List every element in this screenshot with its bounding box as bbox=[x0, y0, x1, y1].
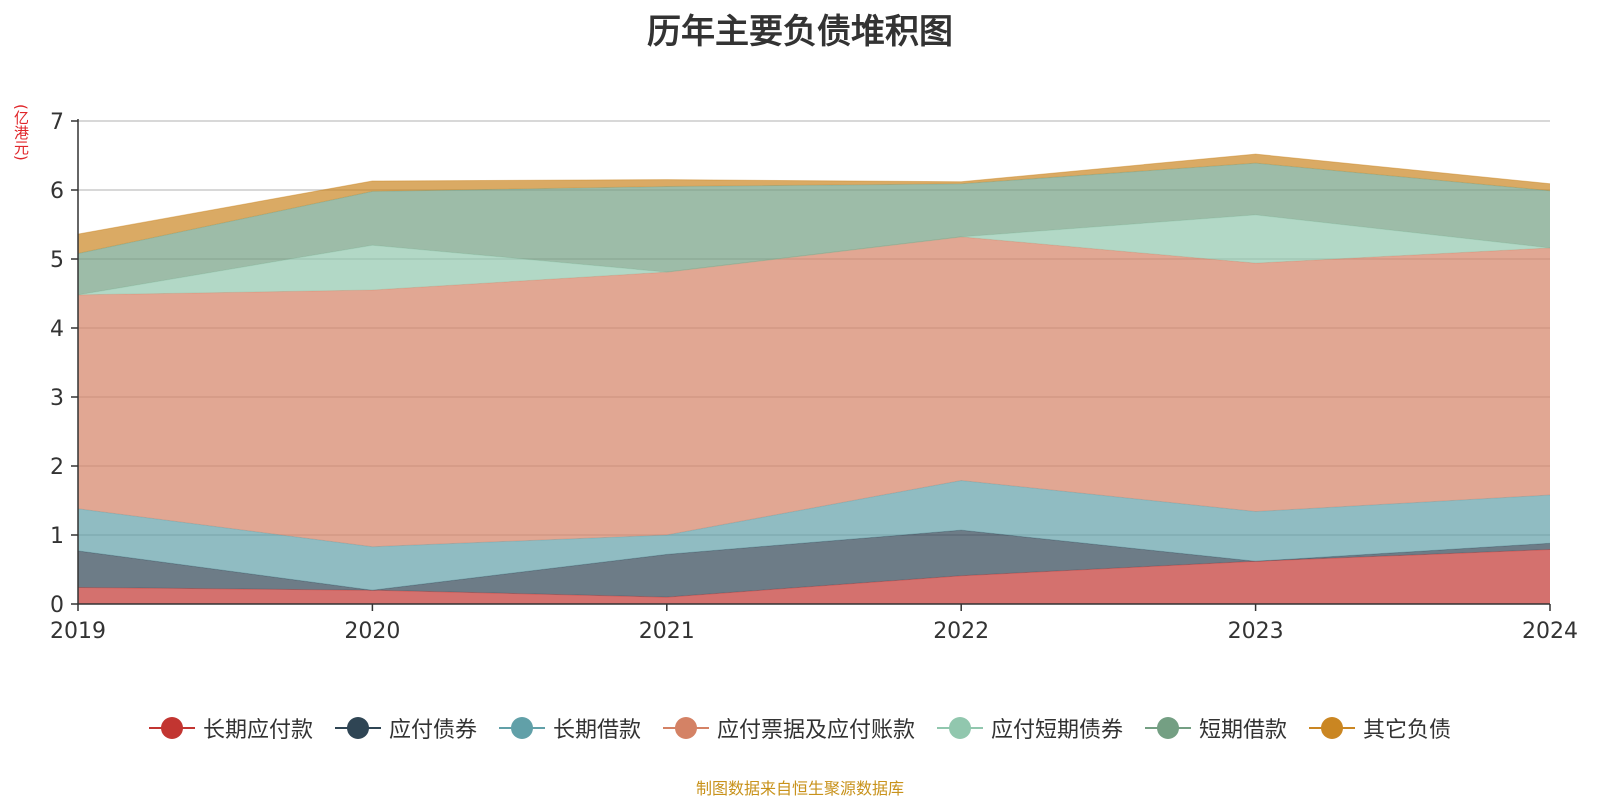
legend-marker-icon bbox=[662, 716, 709, 740]
area-series bbox=[77, 153, 1551, 604]
legend-dot bbox=[949, 717, 971, 739]
legend-marker-icon bbox=[937, 716, 983, 740]
legend-item-5[interactable]: 应付短期债券 bbox=[937, 712, 1123, 744]
legend-dot bbox=[1157, 717, 1180, 739]
legend-label: 短期借款 bbox=[1199, 718, 1288, 743]
legend-item-2[interactable]: 应付债券 bbox=[334, 712, 477, 744]
area-series-5 bbox=[78, 214, 1550, 295]
legend-item-6[interactable]: 短期借款 bbox=[1145, 712, 1287, 744]
area-series-4 bbox=[78, 236, 1550, 547]
source-note: 制图数据来自恒生聚源数据库 bbox=[695, 779, 904, 798]
legend-label: 其它负债 bbox=[1363, 718, 1452, 743]
x-tick-label: 2023 bbox=[1228, 619, 1284, 644]
y-tick-label: 4 bbox=[50, 317, 64, 342]
legend-dot bbox=[346, 717, 369, 739]
legend-marker-icon bbox=[1309, 716, 1356, 740]
legend-dot bbox=[1321, 717, 1344, 739]
y-axis-unit-label: (亿港元) bbox=[12, 104, 30, 161]
area-series-6 bbox=[78, 163, 1550, 295]
y-tick-label: 5 bbox=[50, 248, 64, 273]
legend-dot bbox=[160, 717, 183, 739]
y-tick-label: 1 bbox=[50, 524, 64, 549]
legend-label: 应付债券 bbox=[388, 718, 477, 743]
legend-label: 长期应付款 bbox=[202, 718, 313, 743]
legend-marker-icon bbox=[148, 716, 195, 740]
legend-item-3[interactable]: 长期借款 bbox=[498, 712, 641, 744]
legend-item-4[interactable]: 应付票据及应付账款 bbox=[662, 712, 915, 744]
area-series-1 bbox=[78, 549, 1550, 604]
legend-marker-icon bbox=[1145, 716, 1192, 740]
axes: 0 1 2 3 4 5 6 7 2019 2020 2021 2022 2023 2024 bbox=[50, 110, 1578, 644]
legend-item-1[interactable]: 长期应付款 bbox=[148, 712, 313, 744]
area-series-edge-7 bbox=[77, 153, 1551, 235]
y-tick-label: 7 bbox=[50, 110, 64, 135]
x-tick-label: 2022 bbox=[933, 619, 989, 644]
legend-label: 应付短期债券 bbox=[991, 718, 1124, 743]
y-tick-label: 0 bbox=[50, 593, 64, 618]
legend-dot bbox=[510, 717, 533, 739]
area-series-2 bbox=[78, 530, 1550, 598]
y-tick-label: 2 bbox=[50, 455, 64, 480]
x-tick-label: 2019 bbox=[50, 619, 106, 644]
legend-label: 应付票据及应付账款 bbox=[716, 718, 915, 743]
chart-title: 历年主要负债堆积图 bbox=[647, 12, 953, 52]
x-tick-label: 2020 bbox=[344, 619, 400, 644]
legend-item-7[interactable]: 其它负债 bbox=[1309, 712, 1451, 744]
y-tick-label: 3 bbox=[50, 386, 64, 411]
legend: 长期应付款 应付债券 长期借款 应付票据及应付账款 应付短期债券 短期借款 其它负债 bbox=[0, 712, 1600, 744]
legend-dot bbox=[674, 717, 697, 739]
legend-marker-icon bbox=[334, 716, 381, 740]
legend-marker-icon bbox=[498, 716, 545, 740]
x-tick-label: 2024 bbox=[1522, 619, 1578, 644]
x-tick-label: 2021 bbox=[639, 619, 695, 644]
y-tick-label: 6 bbox=[50, 179, 64, 204]
area-series-3 bbox=[78, 480, 1550, 591]
legend-label: 长期借款 bbox=[552, 718, 641, 743]
